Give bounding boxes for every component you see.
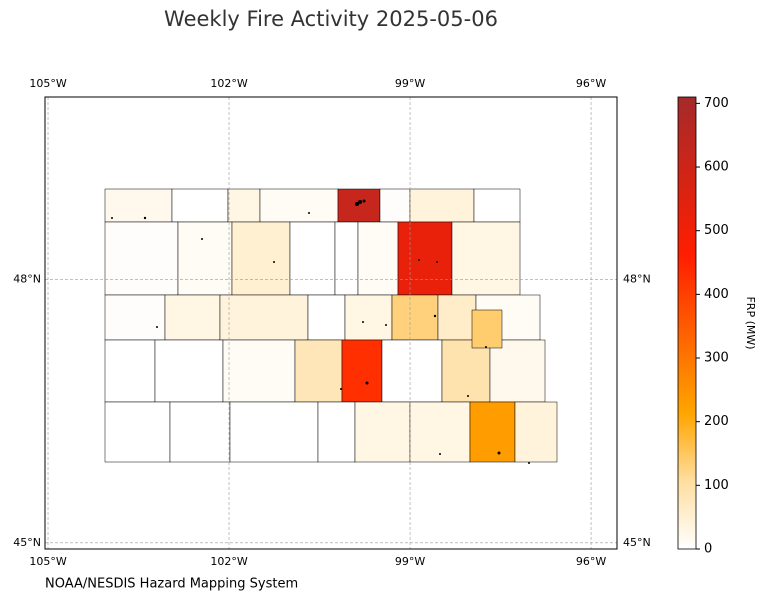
county — [164, 294, 221, 341]
lat-label-right: 45°N — [623, 536, 651, 549]
county — [381, 339, 443, 403]
colorbar-tick-label: 300 — [704, 351, 729, 366]
county — [104, 339, 156, 403]
county — [471, 309, 503, 349]
county — [441, 339, 491, 403]
county — [259, 188, 339, 223]
title: Weekly Fire Activity 2025-05-06 — [164, 7, 498, 31]
county — [397, 221, 453, 296]
colorbar-tick-label: 0 — [704, 542, 712, 557]
lon-label-bottom: 102°W — [210, 555, 247, 568]
colorbar-tick-label: 700 — [704, 96, 729, 111]
colorbar-tick-label: 200 — [704, 414, 729, 429]
county — [177, 221, 233, 296]
colorbar-tick-label: 100 — [704, 478, 729, 493]
county — [409, 401, 471, 463]
county — [231, 221, 291, 296]
county — [104, 294, 166, 341]
county — [104, 221, 179, 296]
colorbar-label: FRP (MW) — [744, 296, 757, 349]
lon-label-bottom: 99°W — [395, 555, 425, 568]
county — [473, 188, 521, 223]
lon-label-top: 102°W — [210, 77, 247, 90]
county — [334, 221, 359, 296]
county — [357, 221, 399, 296]
lon-label-bottom: 105°W — [29, 555, 66, 568]
county — [337, 188, 381, 223]
county — [379, 188, 411, 223]
colorbar — [677, 96, 697, 550]
fire-detections — [111, 199, 530, 464]
colorbar-tick-label: 500 — [704, 223, 729, 238]
lon-label-top: 99°W — [395, 77, 425, 90]
county — [437, 294, 477, 341]
county — [219, 294, 309, 341]
lon-label-top: 105°W — [29, 77, 66, 90]
lat-label-right: 48°N — [623, 273, 651, 286]
lon-label-bottom: 96°W — [576, 555, 606, 568]
county — [289, 221, 336, 296]
county — [294, 339, 343, 403]
county — [341, 339, 383, 403]
county — [154, 339, 224, 403]
county — [104, 188, 173, 223]
county — [222, 339, 296, 403]
county — [391, 294, 439, 341]
county — [104, 401, 171, 463]
source: NOAA/NESDIS Hazard Mapping System — [45, 577, 298, 592]
colorbar-tick-label: 600 — [704, 160, 729, 175]
county — [307, 294, 346, 341]
colorbar-tick-label: 400 — [704, 287, 729, 302]
county — [409, 188, 475, 223]
map-frame — [44, 96, 618, 550]
lon-label-top: 96°W — [576, 77, 606, 90]
county — [489, 339, 546, 403]
county — [317, 401, 356, 463]
county — [227, 188, 261, 223]
county — [514, 401, 558, 463]
county — [469, 401, 516, 463]
county — [354, 401, 411, 463]
lat-label-left: 48°N — [13, 273, 41, 286]
county — [451, 221, 521, 296]
lat-label-left: 45°N — [13, 536, 41, 549]
county — [229, 401, 319, 463]
county — [171, 188, 229, 223]
county — [344, 294, 393, 341]
county — [169, 401, 231, 463]
